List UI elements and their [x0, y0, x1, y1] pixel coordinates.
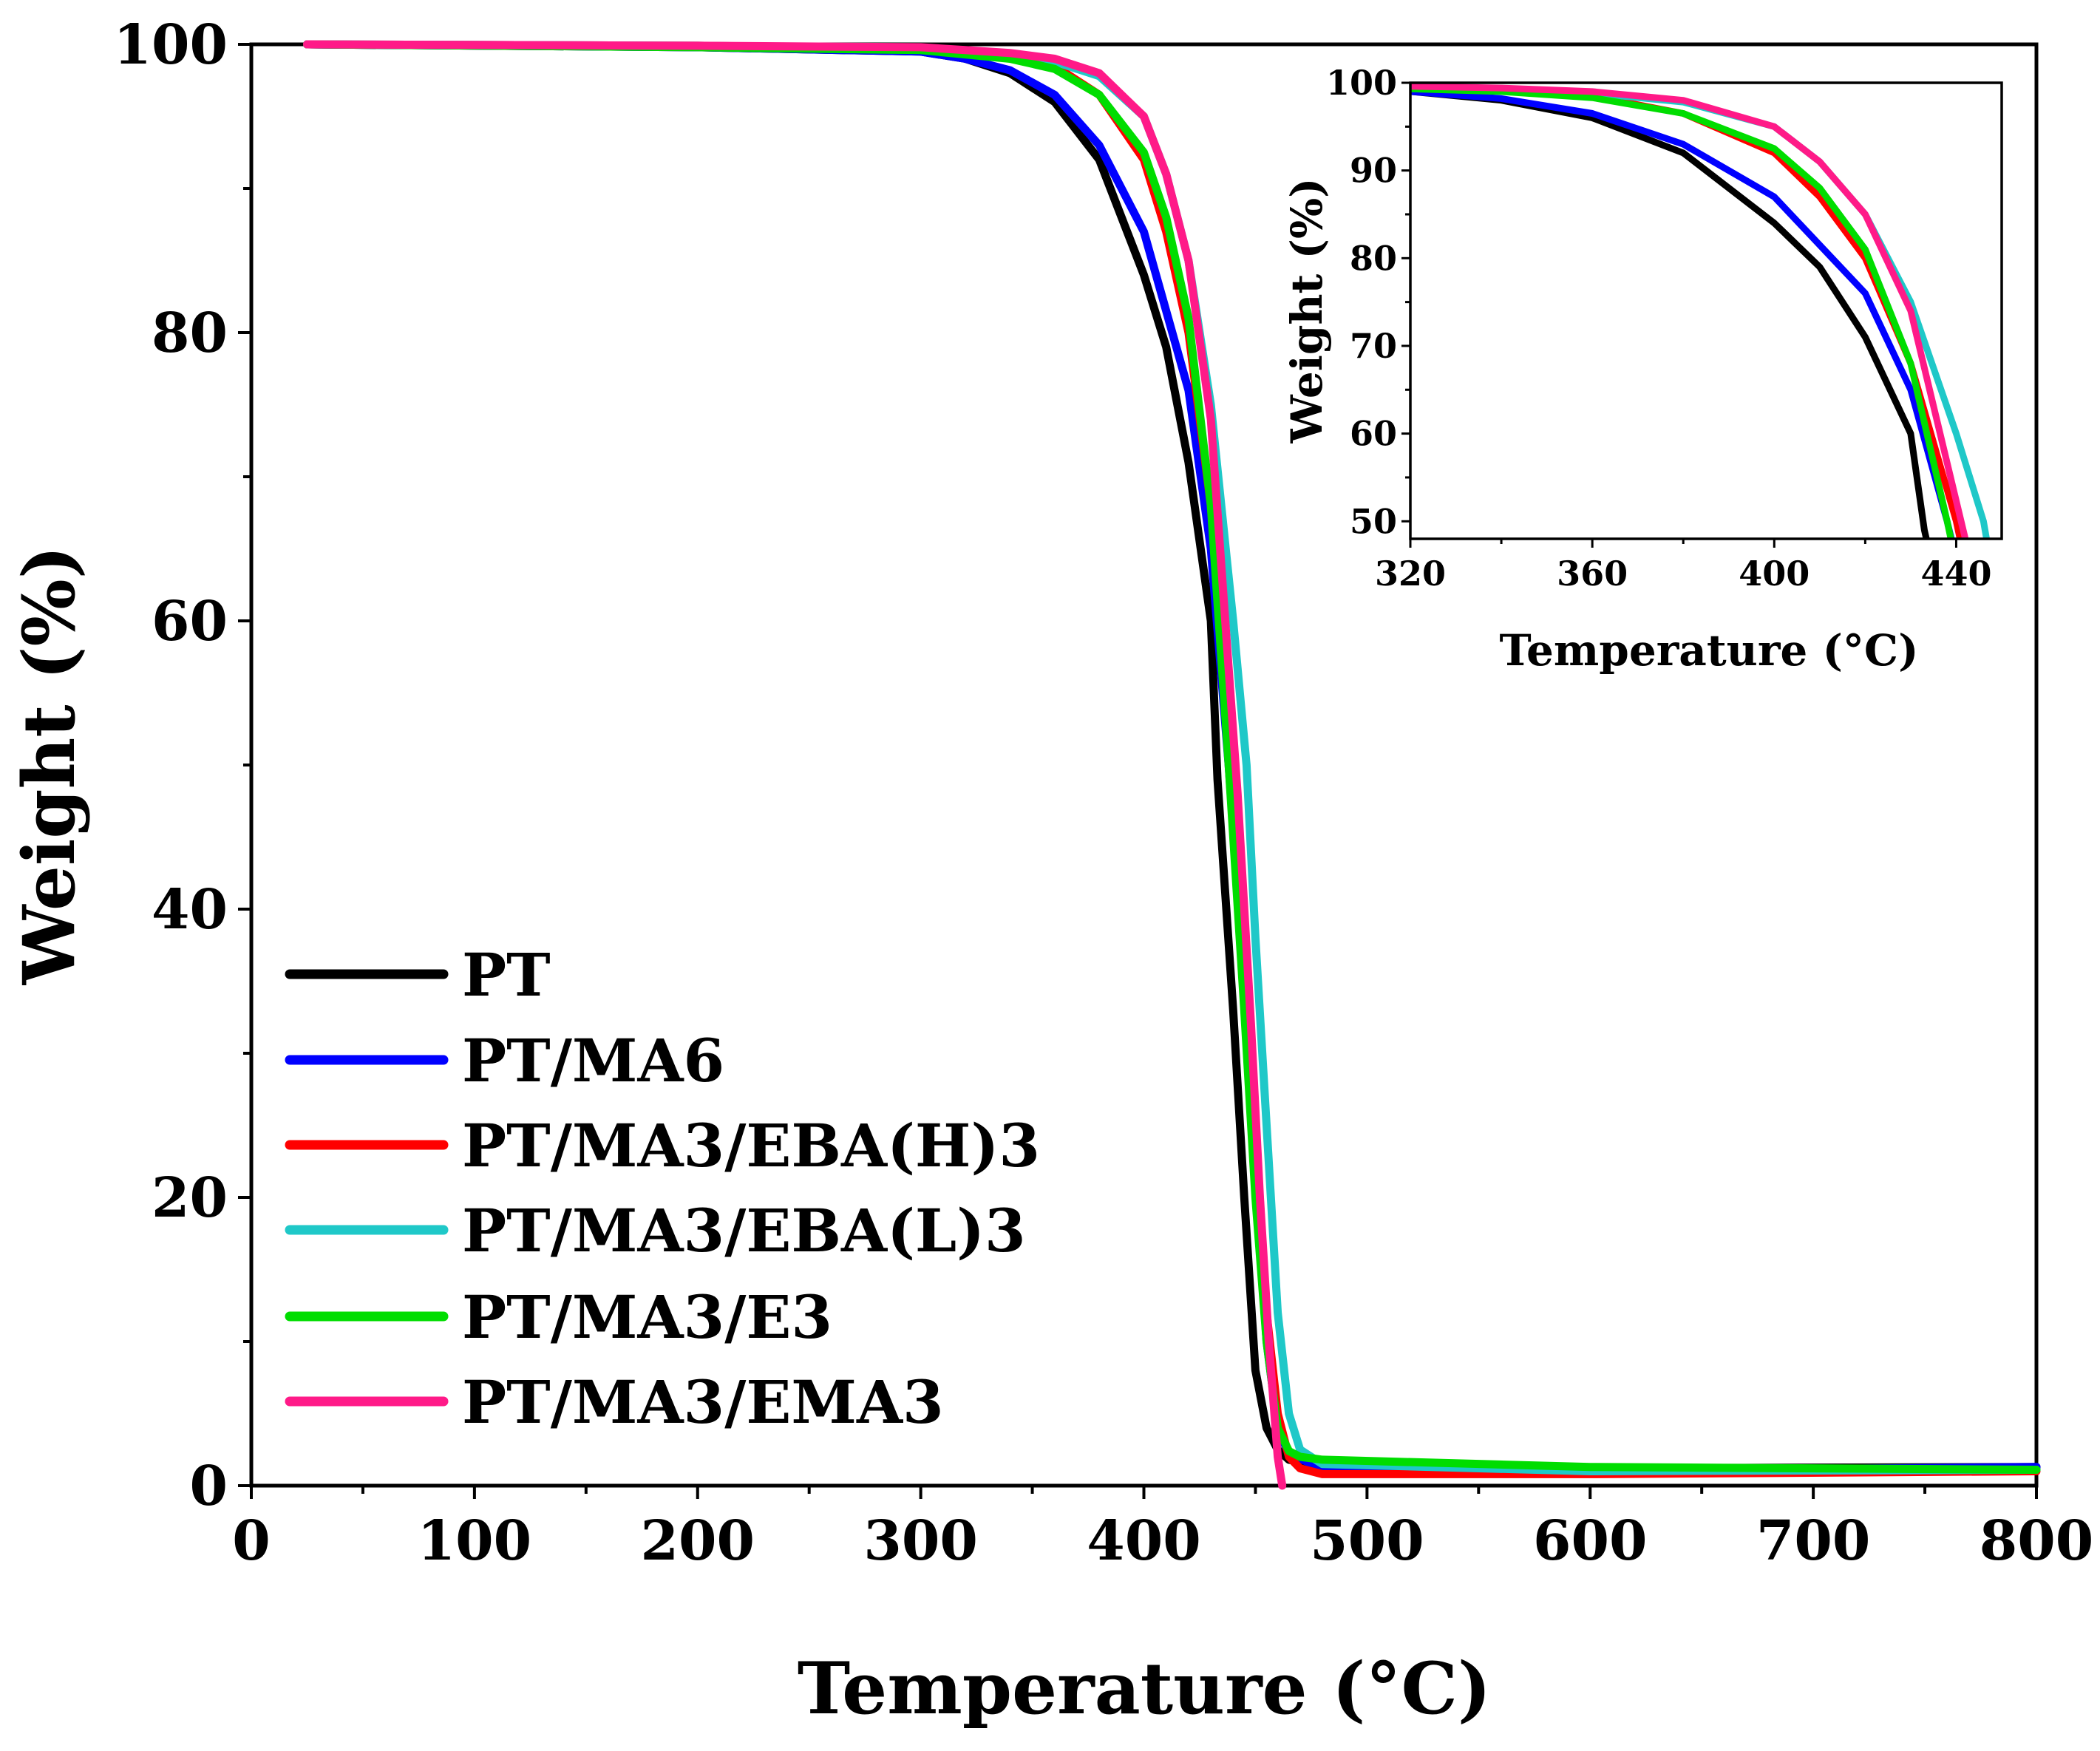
inset-y-axis-title: Weight (%)	[1282, 177, 1332, 443]
inset-plot-frame	[1409, 81, 2003, 540]
main-x-tick-label-400: 400	[1087, 1509, 1200, 1573]
legend-label-pt-ma3-eba-l3: PT/MA3/EBA(L)3	[462, 1196, 1026, 1265]
main-x-axis-title: Temperature (°C)	[798, 1647, 1492, 1730]
main-line-pt-ma3-ema3	[303, 40, 1287, 1490]
main-x-tick-label-300: 300	[863, 1509, 977, 1573]
inset-y-tick-label-50: 50	[1350, 501, 1397, 541]
inset-y-tick-label-60: 60	[1350, 414, 1397, 454]
main-x-tick-labels: 0 100 200 300 400 500 600 700 800	[232, 1509, 2093, 1573]
main-ticks	[238, 43, 2038, 1499]
main-y-tick-label-80: 80	[152, 302, 228, 365]
inset-y-tick-labels: 50 60 70 80 90 100	[1326, 63, 1397, 541]
inset-x-tick-label-360: 360	[1557, 554, 1628, 594]
inset-line-pt-ma6	[1410, 88, 1955, 539]
legend-label-pt-ma3-e3: PT/MA3/E3	[462, 1282, 832, 1352]
inset-ticks	[1401, 81, 1957, 548]
legend-label-pt-ma6: PT/MA6	[462, 1026, 724, 1095]
inset-series-lines	[1410, 83, 1991, 539]
main-x-tick-label-100: 100	[418, 1509, 531, 1573]
inset-plot-area	[1401, 81, 2003, 548]
legend: PT PT/MA6 PT/MA3/EBA(H)3 PT/MA3/EBA(L)3 …	[285, 940, 1040, 1437]
main-y-tick-label-0: 0	[190, 1455, 228, 1518]
legend-label-pt-ma3-eba-h3: PT/MA3/EBA(H)3	[462, 1111, 1040, 1180]
main-x-tick-label-700: 700	[1756, 1509, 1870, 1573]
inset-x-tick-labels: 320 360 400 440	[1375, 554, 1991, 594]
inset-y-tick-label-70: 70	[1350, 326, 1397, 366]
inset-x-axis-title: Temperature (°C)	[1499, 625, 1918, 676]
inset-line-pt-ma3-ema3	[1410, 83, 1969, 539]
main-plot-area	[238, 40, 2041, 1499]
main-y-tick-label-60: 60	[152, 590, 228, 653]
legend-label-pt-ma3-ema3: PT/MA3/EMA3	[462, 1367, 944, 1437]
main-line-pt-ma3-e3	[303, 40, 2041, 1474]
inset-x-tick-label-440: 440	[1920, 554, 1991, 594]
inset-y-tick-label-100: 100	[1326, 63, 1397, 103]
main-y-tick-label-20: 20	[152, 1166, 228, 1230]
main-y-axis-title: Weight (%)	[7, 545, 91, 985]
main-x-tick-label-800: 800	[1980, 1509, 2093, 1573]
inset-x-tick-label-400: 400	[1739, 554, 1810, 594]
inset-y-tick-label-90: 90	[1350, 151, 1397, 191]
main-series-lines	[303, 40, 2041, 1490]
main-y-tick-label-40: 40	[152, 878, 228, 942]
legend-label-pt: PT	[462, 940, 551, 1010]
main-x-tick-label-200: 200	[641, 1509, 755, 1573]
main-x-tick-label-0: 0	[232, 1509, 271, 1573]
main-x-tick-label-500: 500	[1310, 1509, 1424, 1573]
main-x-tick-label-600: 600	[1533, 1509, 1647, 1573]
main-y-tick-label-100: 100	[114, 13, 228, 77]
inset-y-tick-label-80: 80	[1350, 238, 1397, 278]
inset-x-tick-label-320: 320	[1375, 554, 1446, 594]
main-y-tick-labels: 0 20 40 60 80 100	[114, 13, 228, 1518]
